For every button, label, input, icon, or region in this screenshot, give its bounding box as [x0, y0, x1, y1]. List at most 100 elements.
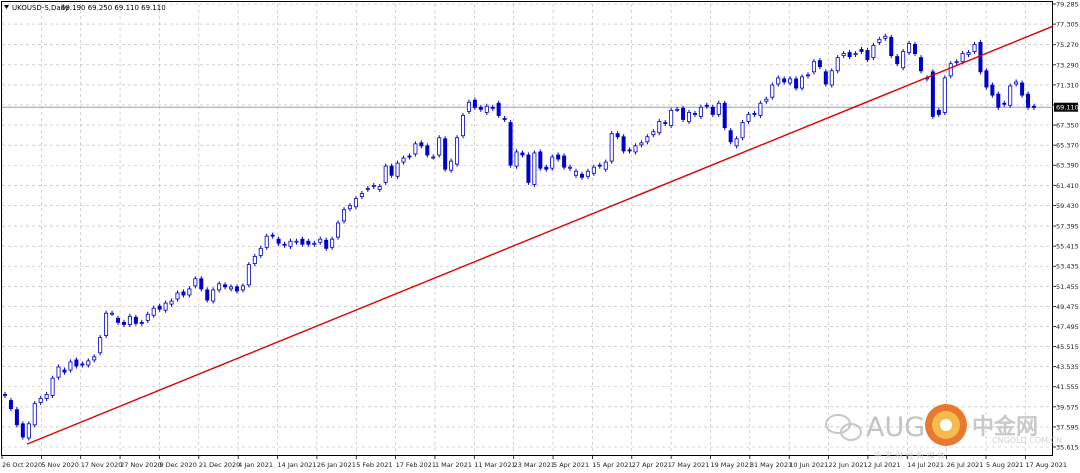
y-tick-label: 55.415: [1056, 243, 1079, 251]
candle-bull: [574, 170, 579, 176]
candle-bear: [1026, 93, 1031, 108]
candle-bear: [913, 44, 918, 54]
candle-bull: [342, 209, 347, 222]
wechat-logo-icon: [825, 414, 862, 441]
plot-frame: [1, 1, 1053, 456]
candle-bull: [50, 377, 55, 396]
candle-bull: [609, 133, 614, 162]
candle-bull: [687, 111, 692, 122]
grid: [1, 3, 1053, 456]
candle-bull: [883, 35, 888, 39]
candle-bear: [20, 423, 25, 438]
candle-bear: [425, 145, 430, 156]
candle-bear: [121, 321, 126, 325]
x-tick-label: 5 Nov 2020: [41, 461, 79, 469]
candle-bull: [377, 186, 382, 190]
candle-bull: [347, 205, 352, 210]
x-tick-label: 17 Feb 2021: [396, 461, 436, 469]
candle-bear: [538, 151, 543, 169]
candle-bear: [544, 166, 549, 170]
candle-bull: [169, 300, 174, 305]
x-tick-label: 21 Dec 2020: [199, 461, 241, 469]
candle-bull: [383, 165, 388, 183]
candle-bull: [835, 57, 840, 72]
candle-bull: [359, 193, 364, 197]
candle-bull: [395, 162, 400, 177]
dropdown-triangle-icon[interactable]: [4, 5, 9, 9]
candle-bull: [229, 286, 234, 290]
x-tick-label: 22 Jun 2021: [829, 461, 868, 469]
candle-bear: [133, 316, 138, 324]
candle-bull: [217, 283, 222, 291]
y-tick-label: 47.495: [1056, 323, 1079, 331]
candle-bear: [199, 278, 204, 290]
x-tick-label: 5 Feb 2021: [356, 461, 392, 469]
y-tick-label: 61.410: [1056, 182, 1079, 190]
candle-bull: [942, 77, 947, 113]
candle-bear: [1020, 82, 1025, 96]
candle-bull: [318, 238, 323, 243]
candle-bull: [353, 198, 358, 208]
candle-bear: [889, 36, 894, 56]
candle-bear: [205, 289, 210, 301]
candle-bull: [449, 160, 454, 171]
y-tick-label: 35.615: [1056, 444, 1079, 452]
y-tick-label: 41.555: [1056, 383, 1079, 391]
y-tick-label: 79.285: [1056, 1, 1079, 9]
candle-bear: [710, 106, 715, 115]
candle-bull: [32, 403, 37, 426]
x-tick-label: 27 Nov 2020: [120, 461, 162, 469]
candle-bull: [960, 53, 965, 63]
watermark-domain-text: CNGOLD.COM.CN: [992, 436, 1062, 445]
candle-bull: [104, 312, 109, 336]
candle-bear: [990, 84, 995, 96]
price-axis[interactable]: 79.28577.30575.27073.29071.31069.33067.3…: [1053, 1, 1079, 452]
candle-bear: [8, 400, 13, 410]
y-tick-label: 67.350: [1056, 122, 1079, 130]
candle-bear: [597, 164, 602, 167]
candle-bull: [871, 45, 876, 59]
candle-bull: [651, 131, 656, 136]
candle-bull: [264, 235, 269, 248]
candle-bull: [127, 315, 132, 325]
candle-bull: [532, 152, 537, 185]
candle-bull: [163, 302, 168, 311]
candle-bear: [181, 291, 186, 296]
candle-bear: [14, 409, 19, 426]
y-tick-label: 57.395: [1056, 223, 1079, 231]
candle-bull: [431, 156, 436, 159]
candle-bull: [246, 264, 251, 286]
candle-bull: [800, 76, 805, 89]
candle-bear: [794, 78, 799, 89]
x-tick-label: 26 Oct 2020: [2, 461, 42, 469]
candle-bull: [639, 142, 644, 146]
candle-bear: [752, 113, 757, 115]
candle-bull: [568, 166, 573, 169]
candle-bear: [389, 165, 394, 176]
candle-bear: [823, 71, 828, 85]
candle-bear: [80, 363, 85, 366]
candle-bull: [151, 307, 156, 316]
candle-bear: [562, 155, 567, 168]
candle-bear: [478, 106, 483, 110]
candle-bull: [98, 337, 103, 354]
candle-bull: [1008, 85, 1013, 106]
candle-bull: [413, 143, 418, 155]
candle-bull: [187, 288, 192, 296]
candle-bull: [853, 53, 858, 55]
candle-bull: [805, 74, 810, 77]
candle-bear: [234, 286, 239, 292]
y-tick-label: 77.305: [1056, 21, 1079, 29]
candle-bull: [907, 43, 912, 53]
candle-bull: [603, 161, 608, 170]
candle-bull: [675, 108, 680, 111]
trendline[interactable]: [26, 25, 1054, 445]
candle-bull: [698, 106, 703, 117]
candle-bull: [336, 222, 341, 238]
x-tick-label: 27 Apr 2021: [632, 461, 672, 469]
candle-bull: [1014, 81, 1019, 85]
y-tick-label: 75.270: [1056, 41, 1079, 49]
